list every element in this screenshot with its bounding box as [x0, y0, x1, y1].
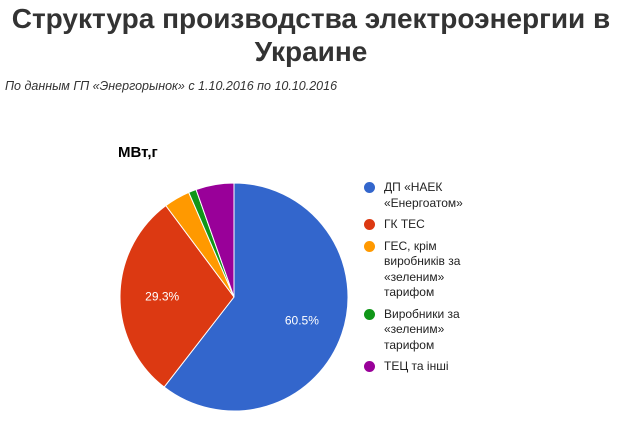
legend-label-0: ДП «НАЕК «Енергоатом»	[384, 180, 463, 210]
page-subtitle: По данным ГП «Энергорынок» с 1.10.2016 п…	[5, 79, 338, 93]
legend-label-2: ГЕС, крім виробників за «зеленим» тарифо…	[384, 238, 461, 300]
legend-item-2[interactable]: ГЕС, крім виробників за «зеленим» тарифо…	[364, 239, 484, 301]
legend-label-3: Виробники за «зеленим» тарифом	[384, 306, 460, 352]
legend-swatch-2	[364, 240, 375, 252]
pie-slice-0[interactable]	[163, 182, 349, 412]
legend-item-3[interactable]: Виробники за «зеленим» тарифом	[364, 307, 484, 354]
legend-swatch-1	[364, 219, 375, 230]
pie-slice-4[interactable]	[195, 182, 235, 298]
slice-data-label-1: 29.3%	[145, 289, 179, 303]
legend-item-4[interactable]: ТЕЦ та інші	[364, 359, 484, 375]
legend-swatch-4	[364, 361, 375, 372]
legend-swatch-3	[364, 308, 375, 320]
legend-item-1[interactable]: ГК ТЕС	[364, 217, 484, 233]
slice-data-label-0: 60.5%	[285, 313, 319, 327]
chart-legend: ДП «НАЕК «Енергоатом» ГК ТЕС ГЕС, крім вир…	[364, 180, 484, 381]
pie-slice-1[interactable]	[119, 204, 235, 388]
chart-title: МВт,г	[118, 144, 158, 161]
legend-swatch-0	[364, 182, 375, 193]
legend-label-1: ГК ТЕС	[384, 217, 425, 231]
legend-item-0[interactable]: ДП «НАЕК «Енергоатом»	[364, 180, 484, 211]
page-headline: Структура производства электроэнергии в …	[11, 3, 611, 67]
legend-label-4: ТЕЦ та інші	[384, 359, 449, 373]
